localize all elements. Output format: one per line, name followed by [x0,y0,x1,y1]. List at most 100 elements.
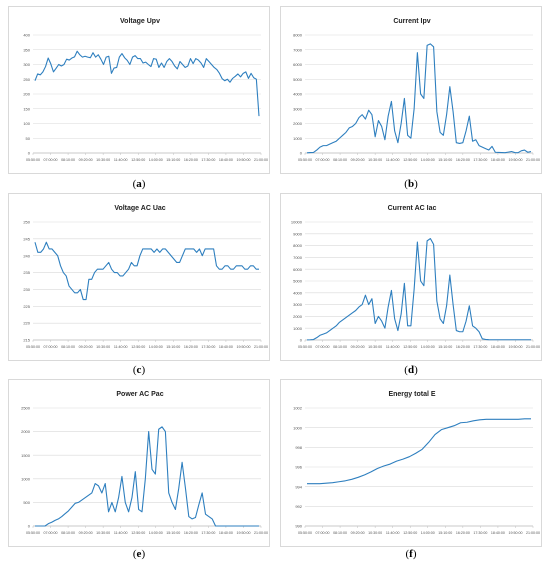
chart-title: Voltage Upv [120,18,160,25]
y-tick-label: 6000 [293,62,303,67]
y-tick-label: 250 [23,220,30,225]
chart-panel-b: Current Ipv 0 1000 2000 3000 4000 5000 6000 7000… [280,6,542,174]
x-tick-label: 09:20:00 [79,158,93,162]
x-tick-label: 09:20:00 [351,531,365,535]
x-tick-label: 17:30:00 [201,345,215,349]
chart-svg-a: Voltage Upv 0 50 100 150 200 250 300 350 400 05:50… [23,18,268,162]
chart-svg-b: Current Ipv 0 1000 2000 3000 4000 5000 6000 7000… [293,18,540,162]
y-tick-label: 245 [23,236,30,241]
x-tick-label: 19:50:00 [236,158,250,162]
y-tick-label: 5000 [293,279,303,284]
x-tick-label: 09:20:00 [79,531,93,535]
x-tick-label: 07:00:00 [44,158,58,162]
y-tick-label: 1000 [293,136,303,141]
x-tick-label: 16:20:00 [184,345,198,349]
x-tick-label: 17:30:00 [201,158,215,162]
panel-caption-f: (f) [405,548,417,560]
x-tick-label: 18:40:00 [491,531,505,535]
y-tick-label: 3000 [293,302,303,307]
x-tick-label: 10:30:00 [96,345,110,349]
x-tick-label: 11:40:00 [386,531,400,535]
y-tick-label: 996 [295,465,302,470]
y-tick-label: 2500 [21,406,31,411]
y-tick-label: 3000 [293,106,303,111]
y-tick-label: 994 [295,484,302,489]
y-tick-label: 1500 [21,453,31,458]
y-tick-label: 350 [23,47,30,52]
x-tick-label: 21:00:00 [526,531,540,535]
chart-title: Current AC Iac [388,205,437,212]
y-tick-label: 220 [23,321,30,326]
x-tick-label: 11:40:00 [386,345,400,349]
x-tick-label: 21:00:00 [254,345,268,349]
x-tick-label: 19:50:00 [508,531,522,535]
y-tick-label: 150 [23,106,30,111]
y-tick-label: 215 [23,338,30,343]
x-tick-label: 15:10:00 [166,158,180,162]
chart-title: Voltage AC Uac [114,205,165,212]
y-tick-label: 2000 [293,121,303,126]
x-tick-label: 11:40:00 [114,345,128,349]
x-tick-label: 14:00:00 [149,345,163,349]
chart-panel-a: Voltage Upv 0 50 100 150 200 250 300 350 400 05:50… [8,6,270,174]
x-tick-label: 14:00:00 [421,531,435,535]
series-line-e [35,426,259,527]
y-tick-label: 5000 [293,77,303,82]
x-tick-label: 10:30:00 [96,158,110,162]
caption-letter: f [409,548,413,560]
x-tick-label: 18:40:00 [219,158,233,162]
x-tick-label: 17:30:00 [473,158,487,162]
y-tick-label: 0 [300,151,303,156]
x-tick-label: 11:40:00 [386,158,400,162]
y-tick-label: 10000 [291,220,303,225]
x-tick-label: 08:10:00 [333,531,347,535]
y-tick-label: 7000 [293,255,303,260]
y-tick-label: 6000 [293,267,303,272]
y-tick-label: 2000 [293,314,303,319]
y-tick-label: 240 [23,253,30,258]
x-tick-label: 12:50:00 [131,531,145,535]
caption-letter: d [407,364,415,376]
x-tick-label: 08:10:00 [61,345,75,349]
y-tick-label: 1000 [293,326,303,331]
x-tick-label: 12:50:00 [131,158,145,162]
chart-title: Power AC Pac [116,391,163,398]
x-tick-label: 12:50:00 [403,531,417,535]
x-tick-label: 16:20:00 [184,158,198,162]
y-tick-label: 4000 [293,290,303,295]
x-tick-label: 16:20:00 [456,345,470,349]
y-tick-label: 998 [295,445,302,450]
x-tick-label: 14:00:00 [149,531,163,535]
x-tick-label: 08:10:00 [61,531,75,535]
x-tick-label: 08:10:00 [333,345,347,349]
x-tick-label: 21:00:00 [254,531,268,535]
x-tick-label: 09:20:00 [79,345,93,349]
y-tick-label: 50 [26,136,31,141]
x-tick-label: 12:50:00 [403,345,417,349]
x-tick-label: 14:00:00 [149,158,163,162]
caption-letter: c [136,364,142,376]
x-tick-label: 11:40:00 [114,531,128,535]
x-tick-label: 17:30:00 [201,531,215,535]
x-tick-label: 08:10:00 [333,158,347,162]
x-tick-label: 15:10:00 [438,158,452,162]
x-tick-label: 19:50:00 [508,345,522,349]
x-tick-label: 07:00:00 [316,158,330,162]
caption-letter: e [136,548,142,560]
x-tick-label: 19:50:00 [236,531,250,535]
x-tick-label: 21:00:00 [526,158,540,162]
x-tick-label: 12:50:00 [131,345,145,349]
y-tick-label: 230 [23,287,30,292]
x-tick-label: 17:30:00 [473,531,487,535]
chart-svg-d: Current AC Iac 0 1000 2000 3000 4000 5000 6000 7… [291,205,540,349]
chart-panel-c: Voltage AC Uac 215 220 225 230 235 240 245 250 05… [8,193,270,361]
x-tick-label: 18:40:00 [491,158,505,162]
x-tick-label: 10:30:00 [368,345,382,349]
series-line-d [306,237,531,341]
x-tick-label: 21:00:00 [526,345,540,349]
x-tick-label: 09:20:00 [351,345,365,349]
chart-panel-e: Power AC Pac 0 500 1000 1500 2000 2500 05:50:00… [8,379,270,547]
panel-caption-b: (b) [404,178,418,190]
x-tick-label: 05:50:00 [26,158,40,162]
panel-caption-d: (d) [404,364,418,376]
